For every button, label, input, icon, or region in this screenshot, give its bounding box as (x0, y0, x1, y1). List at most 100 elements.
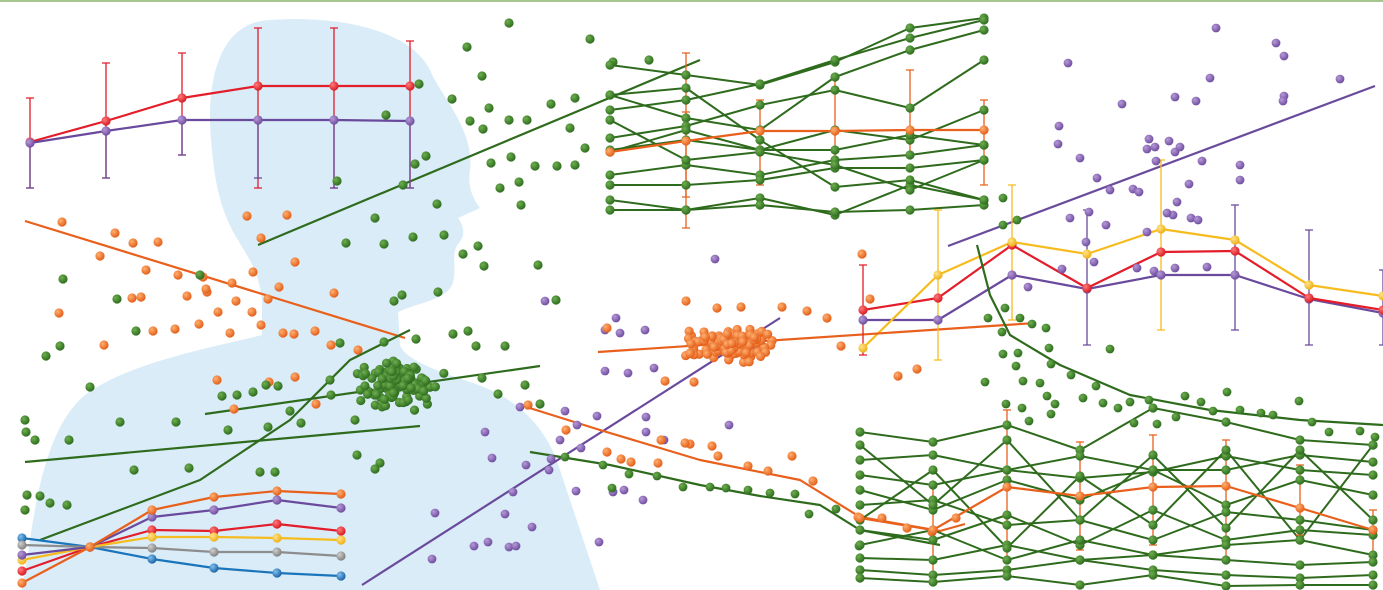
point-green-desc (765, 488, 775, 498)
point-green-right (1268, 410, 1278, 420)
point-green-scatter (465, 116, 475, 126)
point-green-scatter (112, 294, 122, 304)
bl-blue-series-point (209, 563, 219, 573)
point-orange-cluster (685, 348, 695, 359)
net-bottom-orange-series (859, 484, 1374, 532)
point-orange-left (194, 319, 204, 329)
point-purple-center (594, 537, 604, 547)
point-purple-center (611, 313, 621, 323)
point-green-cluster (406, 383, 416, 393)
point-purple-right (1065, 213, 1075, 223)
net-bottom-line-9-point (1368, 580, 1378, 590)
bl-purple-series-point (209, 505, 219, 515)
bl-orange-series-point (85, 542, 95, 552)
point-green-scatter (332, 176, 342, 186)
net-bottom-line-11-point (1075, 515, 1085, 525)
point-green-scatter (552, 161, 562, 171)
point-purple-right (1081, 237, 1091, 247)
point-purple-right (1211, 23, 1221, 33)
point-purple-right (1197, 156, 1207, 166)
bl-red-series (21, 522, 342, 573)
point-purple-right (1057, 264, 1067, 274)
point-orange-cluster (707, 331, 717, 342)
point-purple-center (640, 325, 650, 335)
point-orange-desc (877, 513, 887, 523)
net-bottom-line-5-point (928, 535, 938, 545)
point-green-right (1294, 396, 1304, 406)
point-green-right (983, 313, 993, 323)
net-bottom-line-7 (859, 544, 1374, 566)
net-bottom-line-8-point (1221, 570, 1231, 580)
net-bottom-line-5-point (1002, 510, 1012, 520)
net-top-line-5-point (605, 170, 615, 180)
net-top-orange-series-point (830, 126, 840, 136)
net-bottom-line-11-point (855, 440, 865, 450)
point-green-scatter (414, 79, 424, 89)
point-green-cluster (261, 380, 271, 390)
net-top-line-2 (609, 29, 985, 131)
net-bottom-line-9 (859, 574, 1373, 587)
point-green-right (1050, 399, 1060, 409)
point-orange-cluster (744, 357, 754, 367)
point-orange-left (274, 282, 284, 292)
point-green-right (1152, 419, 1162, 429)
point-green-scatter (389, 296, 399, 306)
tl-purple-series-point (329, 115, 339, 125)
right-red-series (862, 243, 1383, 312)
point-green-scatter (506, 152, 516, 162)
net-top-orange-series (609, 128, 984, 154)
point-purple-center (724, 420, 734, 430)
point-green-scatter (585, 34, 595, 44)
point-purple-center (483, 537, 493, 547)
point-purple-center (649, 363, 659, 373)
point-green-scatter (570, 93, 580, 103)
tl-purple-series (29, 118, 411, 145)
point-orange-cluster (741, 348, 751, 358)
net-top-line-6-point (755, 175, 765, 185)
net-top-line-2-point (979, 25, 989, 35)
net-bottom-line-10-point (1368, 440, 1378, 450)
point-green-scatter (410, 159, 420, 169)
bl-orange-series-point (209, 492, 219, 502)
point-green-cluster (379, 337, 389, 347)
point-orange-cluster (686, 339, 696, 349)
point-purple-right (1142, 227, 1152, 237)
net-top-line-5 (609, 144, 985, 176)
point-orange-cluster (724, 355, 734, 365)
point-orange-left (57, 217, 67, 227)
net-bottom-line-6-point (1221, 540, 1231, 550)
net-top-line-2-point (681, 113, 691, 123)
right-purple-series (863, 273, 1383, 322)
point-green-scatter (484, 103, 494, 113)
point-green-scatter (516, 200, 526, 210)
net-top-orange-series-point (905, 125, 915, 135)
point-orange-cluster (709, 342, 719, 352)
point-orange-cluster (777, 302, 787, 312)
net-bottom-line-8 (859, 559, 1374, 579)
point-green-right (1105, 344, 1115, 354)
net-top-line-8-point (830, 207, 840, 217)
net-top-line-3-point (755, 100, 765, 110)
net-top-line-11 (609, 87, 985, 201)
point-purple-center (527, 522, 537, 532)
point-green-desc (743, 485, 753, 495)
point-orange-left (54, 308, 64, 318)
point-orange-desc (561, 425, 571, 435)
point-green-cluster (388, 388, 399, 398)
net-top-line-4-point (979, 105, 989, 115)
point-green-scatter (223, 425, 233, 435)
net-bottom-line-4-point (1002, 520, 1012, 530)
net-bottom-line-0-point (1002, 420, 1012, 430)
right-purple-series-point (933, 315, 943, 325)
point-green-scatter (21, 427, 31, 437)
bl-purple-series-point (272, 495, 282, 505)
point-orange-cluster (707, 441, 717, 451)
point-orange-desc (787, 451, 797, 461)
point-purple-right (1053, 139, 1063, 149)
net-bottom-line-2-point (1002, 465, 1012, 475)
point-purple-right (1101, 220, 1111, 230)
point-orange-left (282, 210, 292, 220)
point-green-cluster (535, 399, 545, 409)
trend-line-green-low (24, 424, 421, 464)
net-bottom-line-8-point (1295, 573, 1305, 583)
